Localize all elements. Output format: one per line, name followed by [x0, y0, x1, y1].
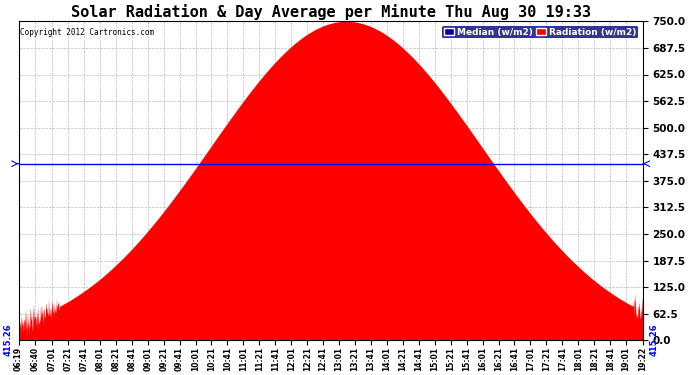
Legend: Median (w/m2), Radiation (w/m2): Median (w/m2), Radiation (w/m2) — [442, 26, 638, 39]
Text: 415.26: 415.26 — [649, 324, 658, 356]
Text: 415.26: 415.26 — [3, 324, 12, 356]
Title: Solar Radiation & Day Average per Minute Thu Aug 30 19:33: Solar Radiation & Day Average per Minute… — [70, 4, 591, 20]
Text: Copyright 2012 Cartronics.com: Copyright 2012 Cartronics.com — [20, 28, 154, 37]
